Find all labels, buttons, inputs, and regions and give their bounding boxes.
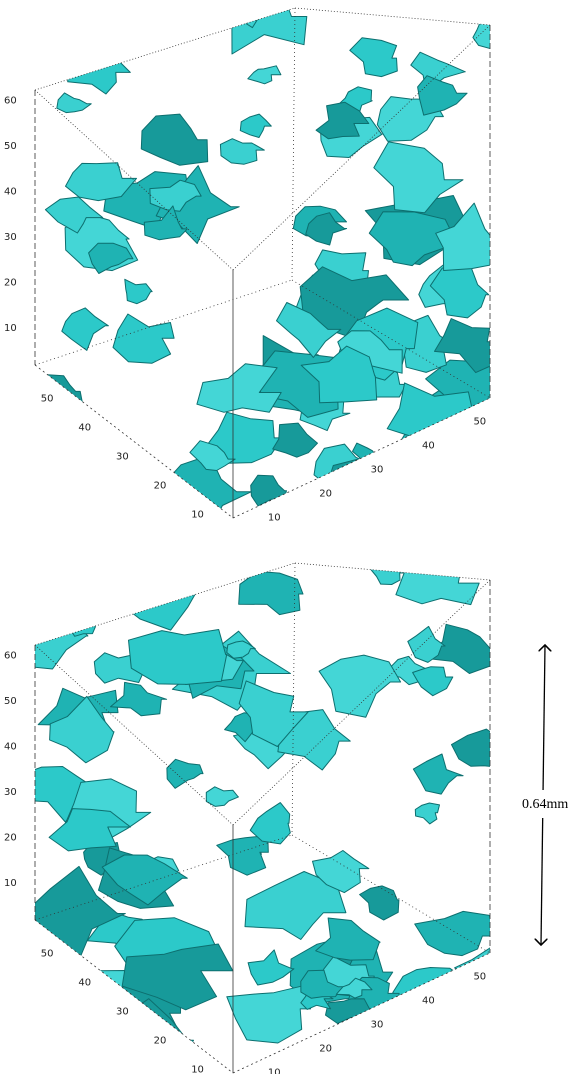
pore-blob	[129, 630, 227, 685]
pore-blob	[432, 1023, 469, 1058]
pore-blob	[167, 759, 203, 788]
pore-blob	[239, 571, 303, 614]
pore-blob	[205, 0, 307, 54]
z-tick-label: 30	[4, 787, 17, 798]
y-tick-label: 30	[116, 1007, 129, 1018]
x-tick-label: 20	[319, 489, 332, 500]
pore-blob	[396, 550, 479, 605]
pore-blob	[30, 375, 83, 413]
pore-blob	[316, 918, 380, 960]
pore-blob	[240, 114, 271, 137]
pore-blob	[12, 412, 115, 485]
pore-blob	[248, 66, 281, 84]
pore-blob	[119, 551, 198, 630]
pore-blob	[413, 754, 463, 794]
scale-label: 0.64mm	[522, 797, 568, 812]
pore-blob	[415, 803, 439, 824]
pore-blob	[220, 139, 264, 165]
pore-blob	[452, 729, 514, 768]
x-tick-label: 40	[422, 996, 435, 1007]
z-tick-label: 20	[4, 833, 17, 844]
pore-blob	[415, 911, 495, 955]
z-tick-label: 30	[4, 232, 17, 243]
pore-blob	[34, 0, 107, 41]
pore-blob	[57, 93, 91, 113]
pore-blob	[16, 448, 68, 483]
pore-blob	[350, 38, 398, 77]
y-tick-label: 10	[191, 1065, 204, 1074]
z-tick-label: 50	[4, 141, 17, 152]
pore-blob	[71, 619, 96, 636]
z-tick-label: 10	[4, 323, 17, 334]
figure: 10 20 30 40 50 60 10 20 30 40 50 10 20 30 40 50 10 20 30 40…	[0, 0, 588, 1074]
z-tick-label: 50	[4, 696, 17, 707]
z-tick-label: 10	[4, 878, 17, 889]
pore-blob	[418, 76, 468, 115]
x-tick-label: 20	[319, 1044, 332, 1055]
pore-blob	[62, 308, 109, 351]
x-tick-label: 10	[268, 513, 281, 524]
panel: 10 20 30 40 50 60 10 20 30 40 50 10 20 30 40 50	[4, 0, 526, 530]
x-tick-label: 30	[371, 1020, 384, 1031]
cube-edge	[292, 8, 295, 280]
pore-blob	[68, 55, 131, 94]
pore-blob	[227, 985, 311, 1043]
y-tick-label: 20	[154, 1036, 167, 1047]
y-tick-label: 40	[78, 422, 91, 433]
cube-edge	[233, 398, 490, 518]
pore-structure	[12, 0, 526, 530]
page: {"panels": [ {"z_ticks": ["10", "20", "3…	[0, 0, 588, 1074]
x-tick-label: 30	[371, 465, 384, 476]
y-tick-label: 20	[154, 481, 167, 492]
pore-blob	[319, 655, 401, 717]
x-tick-label: 10	[268, 1068, 281, 1074]
pore-blob	[217, 836, 269, 876]
x-tick-label: 50	[473, 417, 486, 428]
y-tick-label: 10	[191, 510, 204, 521]
pore-blob	[360, 886, 399, 920]
pore-blob	[125, 566, 158, 588]
cube-edge	[295, 8, 490, 25]
z-tick-label: 60	[4, 651, 17, 662]
y-tick-label: 50	[41, 948, 54, 959]
z-tick-label: 60	[4, 96, 17, 107]
pore-blob	[111, 682, 167, 715]
z-tick-label: 20	[4, 278, 17, 289]
pore-blob	[113, 314, 174, 363]
x-tick-label: 40	[422, 441, 435, 452]
pore-blob	[125, 279, 152, 303]
pore-blob	[409, 453, 454, 479]
y-tick-label: 50	[41, 393, 54, 404]
pore-blob	[141, 114, 207, 165]
z-tick-label: 40	[4, 742, 17, 753]
pore-blob	[413, 667, 453, 696]
pore-blob	[369, 557, 403, 585]
y-tick-label: 30	[116, 452, 129, 463]
pore-structure	[5, 550, 514, 1069]
panel: 10 20 30 40 50 60 10 20 30 40 50 10 20 30 40 50	[4, 550, 514, 1074]
pore-blob	[5, 610, 88, 669]
pore-blob	[248, 950, 294, 985]
x-tick-label: 50	[473, 972, 486, 983]
pore-blob	[273, 423, 318, 457]
y-tick-label: 40	[78, 977, 91, 988]
z-tick-label: 40	[4, 187, 17, 198]
pore-blob	[206, 787, 238, 807]
pore-blob	[251, 475, 287, 506]
pore-blob	[12, 1002, 88, 1069]
pore-blob	[52, 37, 94, 75]
